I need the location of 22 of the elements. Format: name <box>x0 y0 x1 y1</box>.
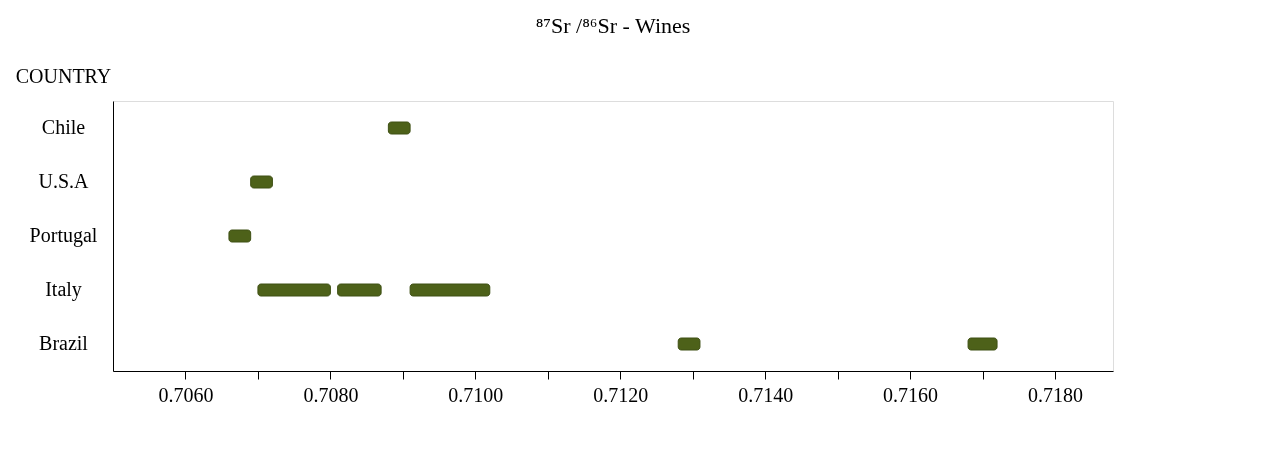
bar <box>409 283 491 297</box>
bar <box>967 337 998 351</box>
bar <box>250 175 273 189</box>
y-tick-label: Chile <box>41 116 86 138</box>
x-tick-label: 0.7180 <box>1028 383 1084 406</box>
y-tick-label: Portugal <box>29 224 98 247</box>
y-axis-title: COUNTRY <box>15 64 112 87</box>
bar <box>337 283 382 297</box>
x-tick-label: 0.7140 <box>738 383 794 406</box>
x-tick-label: 0.7120 <box>593 383 649 406</box>
x-tick-label: 0.7100 <box>448 383 504 406</box>
bar <box>387 121 411 135</box>
y-tick-label: U.S.A <box>38 170 90 192</box>
y-tick-label: Brazil <box>39 332 89 354</box>
chart-title: ⁸⁷Sr /⁸⁶Sr - Wines <box>535 13 691 38</box>
bar <box>228 229 252 243</box>
bar <box>677 337 701 351</box>
bar <box>257 283 331 297</box>
x-tick-label: 0.7060 <box>158 383 214 406</box>
x-tick-label: 0.7160 <box>883 383 939 406</box>
x-tick-label: 0.7080 <box>303 383 359 406</box>
y-tick-label: Italy <box>45 278 82 301</box>
